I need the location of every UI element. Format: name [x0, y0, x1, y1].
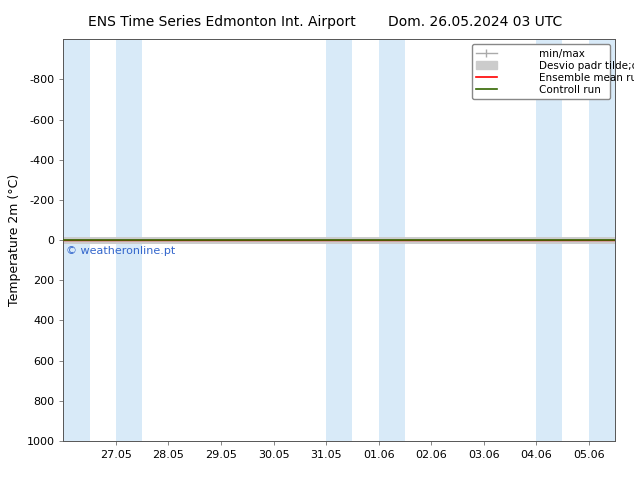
Bar	[326, 39, 353, 441]
Bar	[589, 39, 615, 441]
Bar	[116, 39, 142, 441]
Text: © weatheronline.pt: © weatheronline.pt	[66, 246, 175, 256]
Text: Dom. 26.05.2024 03 UTC: Dom. 26.05.2024 03 UTC	[389, 15, 562, 29]
Bar	[536, 39, 562, 441]
Y-axis label: Temperature 2m (°C): Temperature 2m (°C)	[8, 174, 21, 306]
Bar	[63, 39, 89, 441]
Bar	[378, 39, 405, 441]
Legend: min/max, Desvio padr tilde;o, Ensemble mean run, Controll run: min/max, Desvio padr tilde;o, Ensemble m…	[472, 45, 610, 99]
Text: ENS Time Series Edmonton Int. Airport: ENS Time Series Edmonton Int. Airport	[88, 15, 356, 29]
